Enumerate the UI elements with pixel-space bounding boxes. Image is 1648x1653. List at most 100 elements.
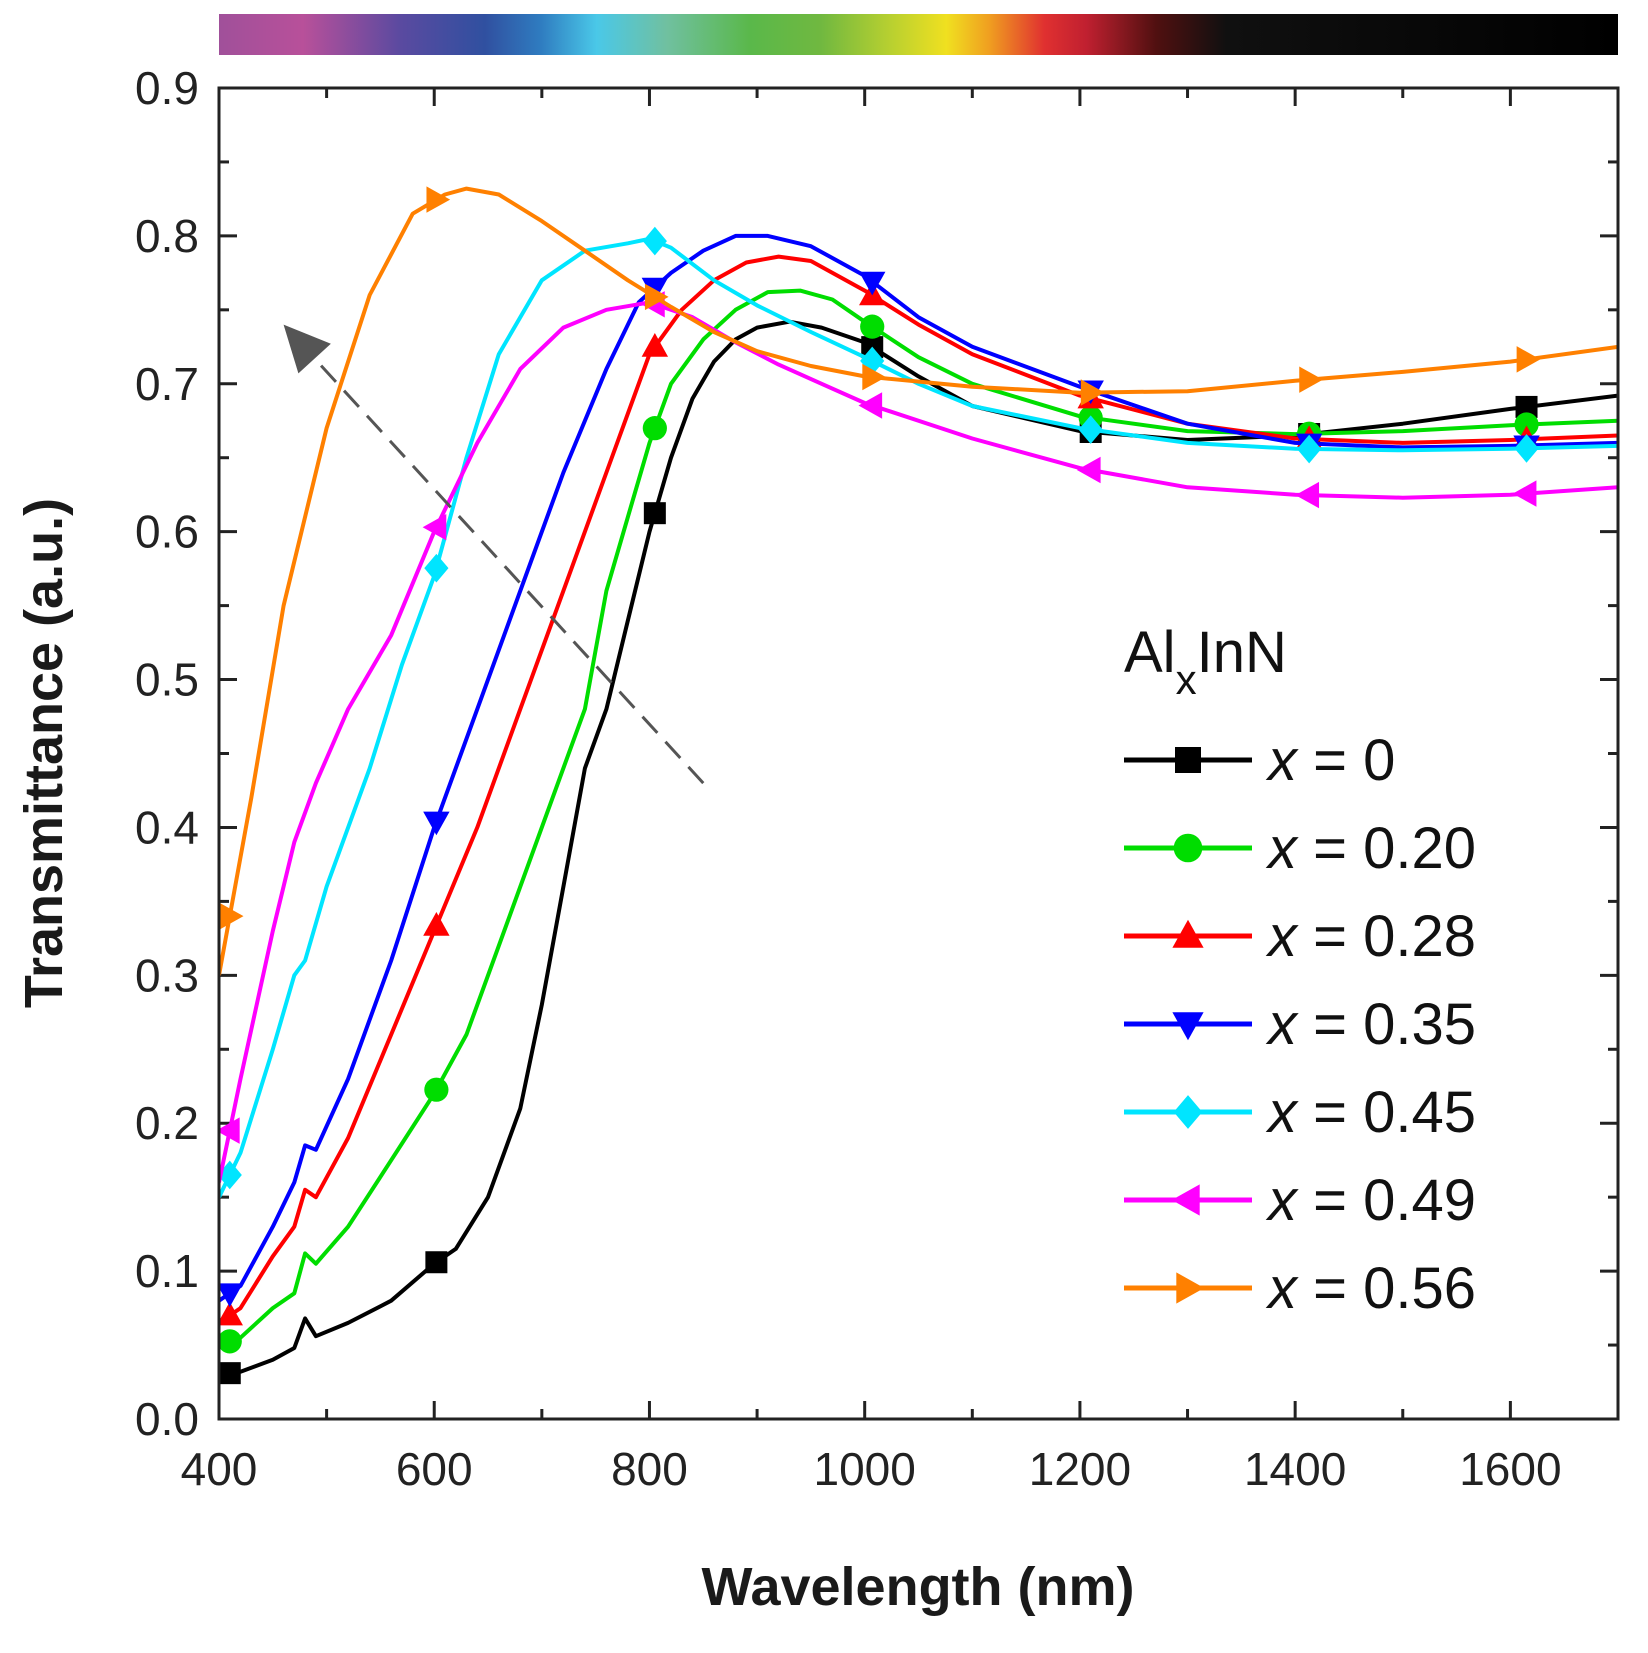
- data-point: [858, 392, 883, 419]
- data-point: [860, 314, 885, 339]
- legend-title-main: Al: [1124, 620, 1176, 685]
- series-6: [219, 186, 1618, 976]
- data-point: [1078, 415, 1103, 444]
- y-tick-label: 0.6: [135, 506, 199, 558]
- legend-label-value: = 0.20: [1297, 816, 1476, 881]
- legend-marker: [1171, 1184, 1200, 1216]
- legend-item: x = 0.20: [1124, 816, 1476, 881]
- data-point: [644, 283, 669, 311]
- legend-label-var: x: [1265, 1080, 1299, 1145]
- legend-marker: [1175, 747, 1201, 773]
- y-tick-label: 0.4: [135, 801, 199, 853]
- data-point: [641, 333, 669, 357]
- y-tick-label: 0.1: [135, 1245, 199, 1297]
- legend-label: x = 0.49: [1265, 1168, 1476, 1233]
- data-point: [219, 1117, 240, 1144]
- legend-marker: [1176, 1272, 1205, 1304]
- legend-label-var: x: [1265, 1256, 1299, 1321]
- legend-item: x = 0.28: [1124, 904, 1476, 969]
- legend-title-rest: InN: [1197, 620, 1287, 685]
- data-point: [425, 1251, 448, 1274]
- legend-label: x = 0.56: [1265, 1256, 1476, 1321]
- x-tick-label: 1200: [1029, 1443, 1131, 1495]
- x-tick-label: 1600: [1459, 1443, 1561, 1495]
- legend-item: x = 0.49: [1124, 1168, 1476, 1233]
- series-layer: [219, 186, 1618, 1385]
- legend-entries: x = 0x = 0.20x = 0.28x = 0.35x = 0.45x =…: [1124, 728, 1476, 1321]
- plot-frame: [217, 86, 1620, 1421]
- x-tick-label: 600: [396, 1443, 473, 1495]
- legend-label: x = 0.20: [1265, 816, 1476, 881]
- data-point: [424, 1077, 449, 1102]
- data-point: [1080, 379, 1105, 406]
- data-point: [219, 1301, 243, 1326]
- axis-ticks: [217, 86, 1620, 1421]
- data-point: [423, 912, 450, 936]
- legend-item: x = 0.56: [1124, 1256, 1476, 1321]
- legend-marker: [1172, 919, 1204, 948]
- series-2: [219, 254, 1618, 1326]
- y-tick-label: 0.5: [135, 654, 199, 706]
- data-point: [1076, 456, 1101, 484]
- y-tick-label: 0.9: [135, 62, 199, 114]
- legend-label-var: x: [1265, 992, 1299, 1057]
- series-line: [219, 254, 1618, 1325]
- legend-label-var: x: [1265, 728, 1299, 793]
- data-point: [424, 553, 449, 583]
- legend-marker: [1173, 833, 1203, 863]
- data-point: [219, 1160, 242, 1190]
- series-3: [219, 233, 1618, 1308]
- legend-item: x = 0: [1124, 728, 1395, 793]
- data-point: [1514, 434, 1539, 463]
- legend-label: x = 0.35: [1265, 992, 1476, 1057]
- arrow-shaft: [313, 357, 705, 785]
- data-point: [1515, 395, 1538, 418]
- legend-label-value: = 0.49: [1297, 1168, 1476, 1233]
- data-point: [219, 1329, 242, 1354]
- data-point: [862, 363, 886, 391]
- tick-labels: 400 600 800 1000 1200 1400 1600 0.0 0.1 0.2 0.3 0.4…: [135, 62, 1562, 1495]
- data-point: [219, 902, 244, 930]
- data-point: [1514, 412, 1539, 437]
- data-point: [1295, 481, 1320, 509]
- data-point: [642, 226, 667, 256]
- y-tick-label: 0.3: [135, 949, 199, 1001]
- x-tick-label: 1000: [814, 1443, 916, 1495]
- y-axis-title: Transmittance (a.u.): [14, 498, 74, 1008]
- legend-label-value: = 0.35: [1297, 992, 1476, 1057]
- y-tick-label: 0.0: [135, 1393, 199, 1445]
- x-tick-label: 800: [611, 1443, 688, 1495]
- series-4: [219, 226, 1618, 1199]
- data-point: [219, 1362, 241, 1385]
- legend-item: x = 0.35: [1124, 992, 1476, 1057]
- x-tick-label: 1400: [1244, 1443, 1346, 1495]
- data-point: [859, 271, 886, 296]
- legend-label-value: = 0.28: [1297, 904, 1476, 969]
- legend-label: x = 0.45: [1265, 1080, 1476, 1145]
- x-tick-label: 400: [181, 1443, 258, 1495]
- series-line: [219, 236, 1618, 1199]
- legend-title: AlxInN: [1124, 620, 1287, 703]
- x-axis-title: Wavelength (nm): [701, 1557, 1134, 1617]
- data-point: [1299, 366, 1323, 393]
- legend-label-value: = 0.56: [1297, 1256, 1476, 1321]
- spectrum-bar: [219, 14, 1618, 55]
- data-point: [1512, 480, 1537, 507]
- legend-label: x = 0.28: [1265, 904, 1476, 969]
- y-tick-label: 0.8: [135, 210, 199, 262]
- legend-label-value: = 0: [1297, 728, 1395, 793]
- legend-label: x = 0: [1265, 728, 1395, 793]
- legend-item: x = 0.45: [1124, 1080, 1476, 1145]
- legend-label-var: x: [1265, 904, 1299, 969]
- legend-marker: [1173, 1095, 1203, 1129]
- data-point: [1516, 346, 1541, 373]
- dashed-arrow: [283, 324, 705, 785]
- legend-title-sub: x: [1176, 656, 1197, 703]
- y-tick-label: 0.7: [135, 358, 199, 410]
- data-point: [642, 416, 667, 441]
- legend: AlxInN x = 0x = 0.20x = 0.28x = 0.35x = …: [1124, 620, 1476, 1321]
- data-point: [860, 346, 885, 376]
- data-point: [219, 1283, 243, 1308]
- legend-label-var: x: [1265, 1168, 1299, 1233]
